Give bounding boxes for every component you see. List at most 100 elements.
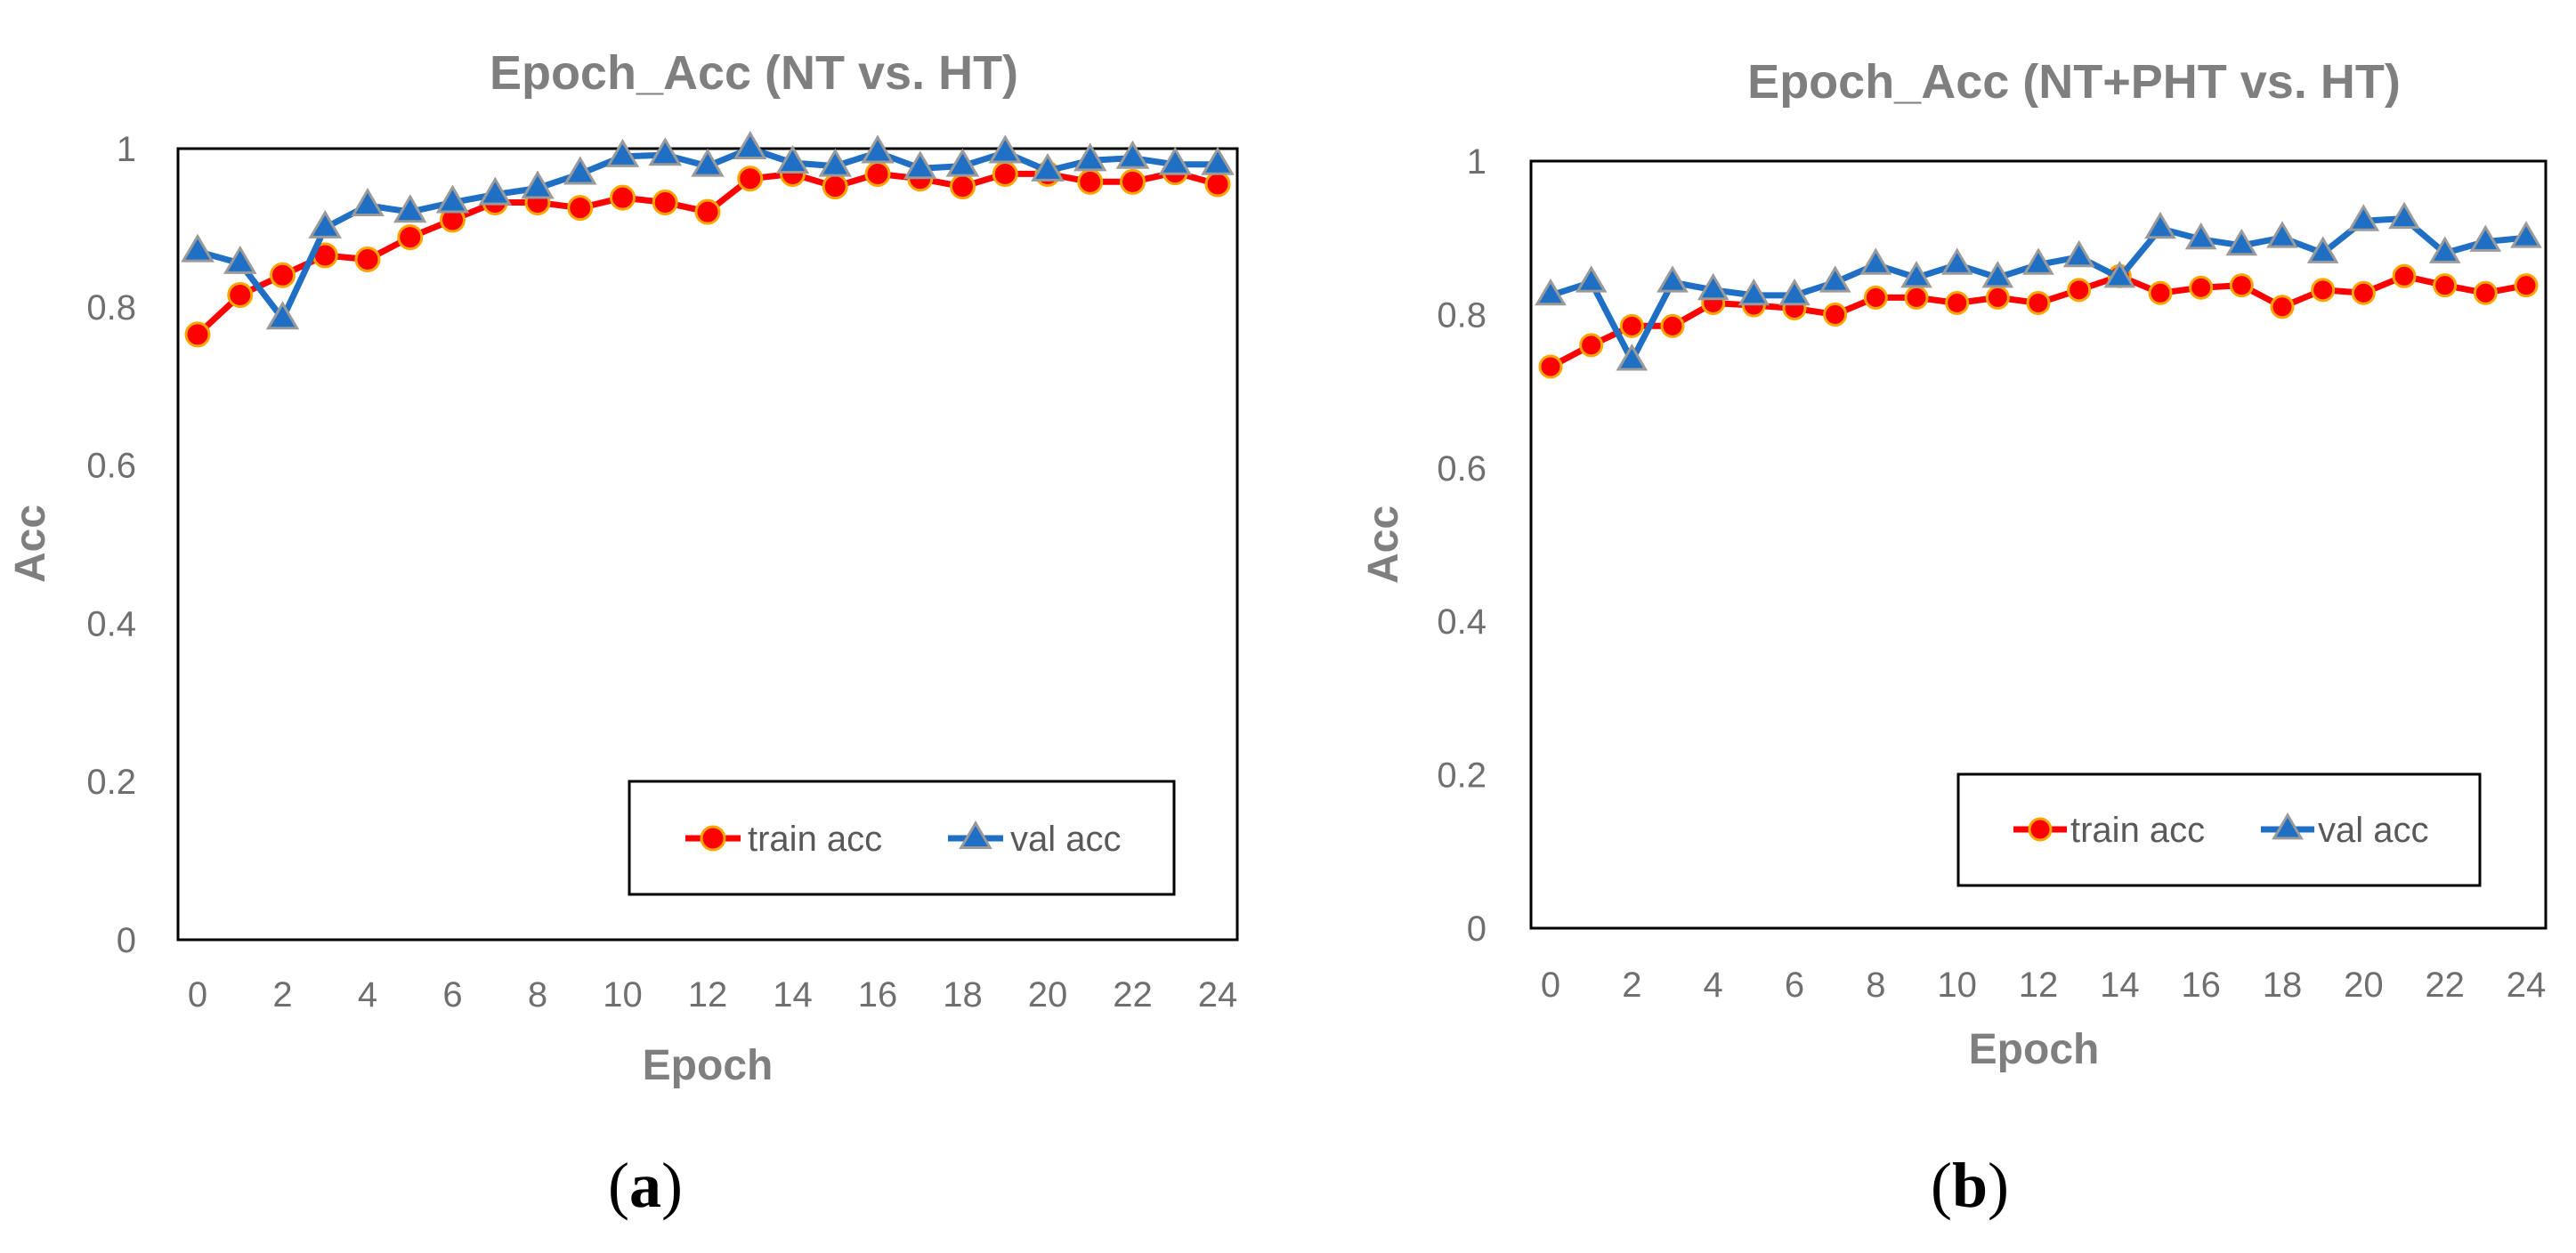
x-tick-label: 12 xyxy=(2019,966,2059,1005)
panel-label-open: ( xyxy=(1931,1150,1952,1221)
data-point xyxy=(1819,265,1851,293)
data-point xyxy=(1077,168,1104,195)
x-tick-label: 4 xyxy=(358,975,377,1015)
data-point xyxy=(1120,168,1146,195)
x-tick-label: 22 xyxy=(1113,975,1153,1015)
y-tick-label: 0.6 xyxy=(86,447,136,486)
chart-b: Epoch_Acc (NT+PHT vs. HT)00.20.40.60.810… xyxy=(1360,55,2548,1221)
data-point xyxy=(478,176,513,206)
data-point xyxy=(1904,285,1929,310)
x-tick-label: 16 xyxy=(2181,966,2221,1005)
data-point xyxy=(861,134,895,164)
series-train-acc xyxy=(184,159,1231,348)
data-point xyxy=(1619,313,1644,338)
x-tick-label: 24 xyxy=(1198,975,1238,1015)
data-point xyxy=(1073,142,1107,172)
data-point xyxy=(351,188,385,216)
x-tick-label: 16 xyxy=(858,975,898,1015)
x-tick-label: 6 xyxy=(1785,966,1804,1005)
data-point xyxy=(1981,261,2014,288)
data-point xyxy=(694,198,721,225)
data-point xyxy=(2144,211,2176,239)
panel-label-letter: a xyxy=(629,1150,661,1221)
data-point xyxy=(1940,247,1973,275)
chart-title: Epoch_Acc (NT+PHT vs. HT) xyxy=(1747,55,2401,109)
series-train-acc xyxy=(1538,263,2539,379)
data-point xyxy=(2306,236,2339,263)
data-point xyxy=(775,145,810,174)
data-point xyxy=(2229,273,2254,298)
y-axis-title: Acc xyxy=(7,505,54,583)
x-tick-label: 12 xyxy=(688,975,728,1015)
legend-label-val: val acc xyxy=(1010,820,1122,859)
data-point xyxy=(1900,261,1932,288)
data-point xyxy=(567,195,594,222)
y-tick-label: 0.6 xyxy=(1437,449,1486,489)
plot-frame xyxy=(1529,159,2548,930)
y-axis-title: Acc xyxy=(1360,505,1407,584)
data-point xyxy=(2067,278,2092,303)
x-tick-label: 6 xyxy=(442,975,462,1015)
chart-a: Epoch_Acc (NT vs. HT)00.20.40.60.810 2 4 6 8… xyxy=(7,46,1239,1221)
data-point xyxy=(1660,313,1685,338)
x-axis-title: Epoch xyxy=(643,1042,774,1089)
x-tick-label: 0 xyxy=(188,975,207,1015)
data-point xyxy=(1158,146,1193,175)
data-point xyxy=(648,137,683,166)
data-point xyxy=(2388,201,2420,230)
legend-swatch-circle xyxy=(2028,817,2053,842)
panel-label: (a) xyxy=(608,1150,683,1221)
data-point xyxy=(2311,278,2336,303)
data-point xyxy=(563,156,597,185)
legend-swatch-triangle xyxy=(2272,812,2304,840)
chart-title: Epoch_Acc (NT vs. HT) xyxy=(490,46,1018,100)
data-point xyxy=(2270,295,2295,319)
legend: train acc val acc xyxy=(1956,772,2482,887)
data-point xyxy=(2514,273,2539,298)
data-point xyxy=(521,170,555,199)
data-point xyxy=(1778,278,1810,306)
data-point xyxy=(652,189,678,215)
x-tick-label: 10 xyxy=(1937,966,1977,1005)
panel-label-close: ) xyxy=(661,1150,683,1221)
panel-label: (b) xyxy=(1931,1150,2009,1221)
data-point xyxy=(1579,333,1604,358)
data-point xyxy=(610,184,636,211)
data-point xyxy=(2266,221,2298,248)
data-point xyxy=(903,150,937,180)
data-point xyxy=(227,281,254,308)
data-point xyxy=(2026,290,2051,315)
data-point xyxy=(1985,285,2010,310)
data-point xyxy=(270,262,296,288)
data-point xyxy=(184,321,211,348)
data-point xyxy=(945,148,980,177)
panel-label-close: ) xyxy=(1988,1150,2009,1221)
y-tick-label: 0.2 xyxy=(1437,756,1486,796)
data-point xyxy=(1031,152,1065,182)
data-point xyxy=(2351,280,2376,305)
y-tick-label: 0.2 xyxy=(86,763,136,802)
legend-label-train: train acc xyxy=(748,820,882,859)
x-tick-label: 20 xyxy=(2344,966,2384,1005)
x-axis-title: Epoch xyxy=(1969,1026,2100,1073)
x-tick-label: 10 xyxy=(603,975,643,1015)
data-point xyxy=(733,131,767,159)
data-point xyxy=(1575,265,1608,293)
data-point xyxy=(2225,228,2258,256)
data-point xyxy=(2103,261,2136,288)
data-point xyxy=(1535,278,1567,306)
data-point xyxy=(181,233,215,263)
x-tick-label: 20 xyxy=(1028,975,1068,1015)
data-point xyxy=(393,194,427,223)
data-point xyxy=(2428,236,2461,263)
data-point xyxy=(1945,290,1970,315)
data-point xyxy=(818,148,853,177)
data-point xyxy=(988,134,1023,164)
data-point xyxy=(1204,171,1231,198)
y-tick-label: 0.4 xyxy=(86,604,136,643)
data-point xyxy=(1538,354,1563,379)
data-point xyxy=(2473,280,2498,305)
legend: train acc val acc xyxy=(628,780,1176,896)
y-tick-label: 0.4 xyxy=(1437,602,1486,642)
series-val-acc xyxy=(1535,201,2542,371)
